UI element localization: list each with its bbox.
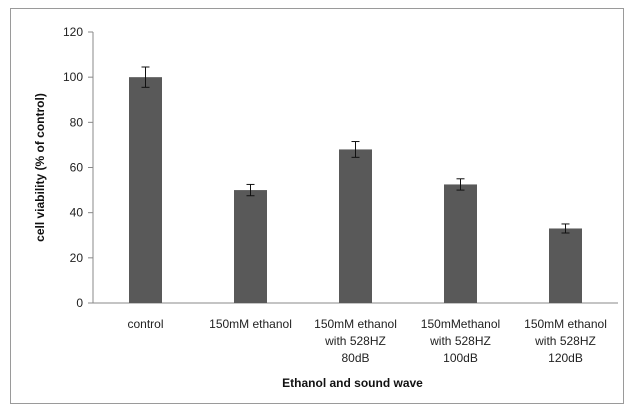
category-label: 150mMethanol with 528HZ 100dB xyxy=(421,317,500,365)
y-tick-label: 80 xyxy=(70,115,84,129)
category-label: 150mM ethanol with 528HZ 80dB xyxy=(314,317,397,365)
category-labels: control 150mM ethanol 150mM ethanol with 52… xyxy=(127,317,606,365)
bar xyxy=(129,77,162,304)
y-axis-title: cell viability (% of control) xyxy=(33,93,47,242)
error-bar xyxy=(141,66,150,88)
category-label: 150mM ethanol xyxy=(209,317,292,331)
bar xyxy=(234,190,267,303)
error-bar xyxy=(351,141,360,158)
bar xyxy=(549,228,582,303)
y-tick-label: 100 xyxy=(63,70,83,84)
y-tick-label: 20 xyxy=(70,251,84,265)
category-label: 150mM ethanol with 528HZ 120dB xyxy=(524,317,607,365)
error-bars xyxy=(141,66,570,234)
x-axis-title: Ethanol and sound wave xyxy=(282,376,423,390)
y-tick-label: 40 xyxy=(70,206,84,220)
y-tick-label: 60 xyxy=(70,161,84,175)
error-bar xyxy=(561,223,570,234)
bar xyxy=(444,184,477,303)
category-label: control xyxy=(127,317,163,331)
y-tick-label: 0 xyxy=(76,296,83,310)
chart-frame xyxy=(10,8,624,404)
error-bar xyxy=(246,183,255,197)
bar xyxy=(339,149,372,303)
error-bar xyxy=(456,178,465,191)
y-axis-ticks: 0 20 40 60 80 100 120 xyxy=(63,25,93,310)
y-tick-label: 120 xyxy=(63,25,83,39)
bars xyxy=(129,77,582,304)
